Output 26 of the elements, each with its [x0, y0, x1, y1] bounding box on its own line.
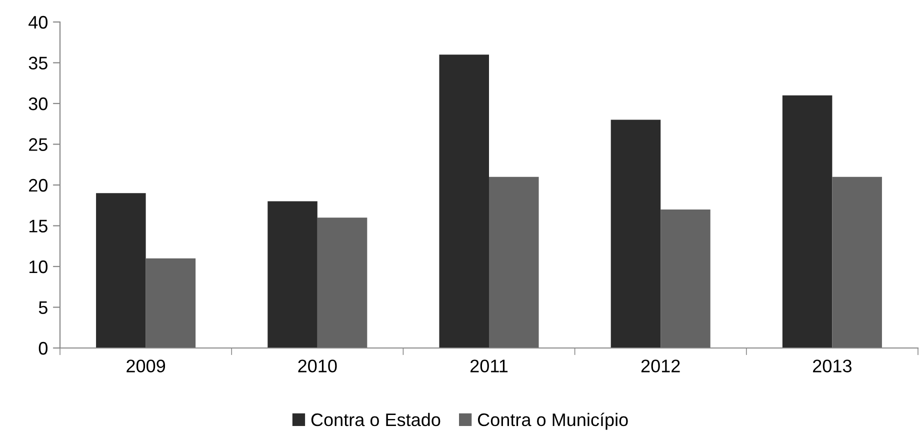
legend-label: Contra o Município	[478, 412, 628, 430]
bar	[96, 193, 146, 348]
y-tick-label: 40	[28, 16, 48, 29]
bar	[660, 209, 710, 348]
x-tick-label: 2012	[641, 360, 680, 372]
y-tick-label: 20	[29, 178, 48, 192]
bar	[146, 258, 196, 348]
y-tick-label: 25	[29, 138, 48, 151]
x-tick-label: 2013	[813, 360, 852, 372]
bar	[439, 54, 489, 348]
y-tick-label: 30	[28, 97, 48, 110]
y-tick-label: 35	[28, 56, 48, 70]
x-tick-label: 2010	[298, 360, 337, 372]
y-tick-label: 0	[38, 342, 48, 355]
bar	[268, 201, 318, 348]
legend-label: Contra o Estado	[311, 412, 440, 426]
bar	[782, 95, 832, 348]
y-tick-label: 15	[29, 220, 48, 232]
bar	[610, 120, 661, 348]
y-tick-label: 10	[29, 260, 48, 274]
bar	[317, 218, 368, 348]
bar	[832, 176, 882, 348]
x-tick-label: 2009	[126, 360, 166, 372]
y-tick-label: 5	[38, 301, 48, 314]
x-tick-label: 2011	[470, 360, 508, 372]
bar	[489, 176, 539, 348]
